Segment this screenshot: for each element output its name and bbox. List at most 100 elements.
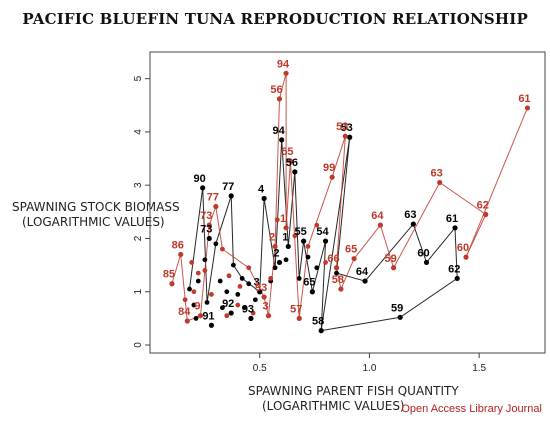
- series-1-labeled-point: [351, 256, 357, 262]
- series-0-labeled-point: [322, 238, 329, 244]
- series-1-point: [226, 273, 232, 279]
- series-1-point: [235, 302, 241, 308]
- series-0-labeled-point: [285, 243, 291, 250]
- series-0-labeled-point: [206, 235, 212, 242]
- point-label: 92: [222, 298, 234, 310]
- series-1-labeled-point: [296, 315, 302, 321]
- series-1-point: [314, 222, 320, 228]
- series-0-point: [314, 265, 320, 271]
- point-label: 59: [384, 253, 396, 265]
- point-label: 61: [518, 93, 530, 105]
- y-axis: 0 1 2 3 4 5: [133, 75, 150, 348]
- series-1-labeled-point: [184, 318, 190, 324]
- series-1-point: [191, 289, 197, 295]
- point-label: 55: [281, 146, 293, 158]
- series-0-point: [217, 278, 223, 284]
- point-label: 53: [341, 122, 353, 134]
- source-credit: Open Access Library Journal: [401, 403, 542, 415]
- series-1-point: [246, 265, 252, 271]
- plot-frame: [149, 51, 546, 354]
- series-1-point: [224, 313, 230, 319]
- point-label: 65: [303, 277, 315, 289]
- series-1-labeled-point: [213, 203, 219, 210]
- point-label: 64: [371, 210, 384, 222]
- point-label: 93: [242, 303, 254, 315]
- series-1-point: [182, 297, 188, 303]
- series-0-point: [195, 278, 201, 284]
- series-1-point: [250, 310, 256, 316]
- series-1-labeled-point: [206, 222, 212, 228]
- series-1-labeled-point: [437, 179, 443, 186]
- series-1-point: [209, 291, 214, 297]
- series-0-labeled-point: [347, 134, 353, 140]
- point-label: 3: [254, 277, 260, 289]
- series-0-point: [241, 305, 247, 311]
- x-tick-label: 1.5: [472, 363, 486, 374]
- series-1-labeled-point: [524, 105, 531, 111]
- x-axis-label-line1: SPAWNING PARENT FISH QUANTITY: [248, 384, 459, 398]
- point-label: 1: [280, 213, 286, 225]
- x-tick-label: 0.5: [253, 363, 267, 374]
- point-label: 58: [332, 274, 344, 286]
- point-label: 57: [290, 303, 302, 315]
- point-label: 66: [327, 253, 339, 265]
- series-0-point: [283, 257, 289, 263]
- series-0-labeled-point: [261, 195, 267, 202]
- series-0-labeled-point: [423, 259, 430, 266]
- point-label: 73: [200, 210, 212, 222]
- chart-title: PACIFIC BLUEFIN TUNA REPRODUCTION RELATI…: [22, 10, 528, 28]
- x-tick-label: 1.0: [362, 363, 376, 374]
- point-label: 62: [448, 263, 460, 275]
- series-1-line: [171, 73, 528, 322]
- point-label: 64: [356, 266, 369, 278]
- series-1-labeled-point: [483, 211, 489, 218]
- series-1-labeled-point: [276, 96, 283, 102]
- series-0-point: [239, 276, 245, 281]
- series-1-point: [220, 246, 225, 252]
- x-axis-label-line2: (LOGARITHMIC VALUES): [262, 399, 405, 413]
- series-1-labeled-point: [377, 222, 384, 228]
- point-label: 56: [270, 84, 282, 96]
- series-0-point: [213, 241, 219, 247]
- point-label: 61: [446, 213, 458, 225]
- series-1-point: [202, 268, 208, 273]
- series-0-point: [230, 262, 236, 268]
- y-tick-label: 4: [133, 129, 144, 135]
- series-0-point: [204, 299, 210, 305]
- y-axis-label-line2: (LOGARITHMIC VALUES): [22, 215, 165, 229]
- series-0-point: [235, 291, 241, 297]
- point-label: 59: [391, 302, 403, 314]
- point-label: 91: [202, 310, 214, 322]
- series-0-point: [193, 315, 199, 321]
- series-0-point: [252, 297, 258, 303]
- series-0-labeled-point: [309, 289, 315, 295]
- series-1-labeled-point: [463, 254, 469, 260]
- series-0-point: [305, 254, 311, 260]
- series-0-labeled-point: [276, 259, 283, 266]
- point-label: 2: [273, 247, 279, 259]
- series-0-point: [187, 286, 192, 292]
- point-label: 84: [178, 306, 191, 318]
- point-label: 94: [273, 125, 286, 137]
- series-1-labeled-point: [272, 243, 278, 250]
- series-0-labeled-point: [279, 137, 285, 143]
- series-1-labeled-point: [338, 286, 344, 292]
- point-label: 55: [294, 226, 306, 238]
- series-1-point: [305, 244, 311, 249]
- y-axis-label-line1: SPAWNING STOCK BIOMASS: [12, 200, 180, 214]
- point-label: 93: [255, 282, 267, 294]
- series-0-labeled-point: [292, 169, 298, 175]
- series-0-labeled-point: [301, 238, 307, 244]
- point-label: 77: [222, 181, 234, 193]
- point-label: 63: [404, 209, 416, 221]
- series-1-labeled-point: [287, 158, 294, 164]
- y-tick-label: 5: [133, 75, 144, 81]
- series-1-point: [268, 276, 274, 281]
- point-label: 2: [269, 231, 275, 243]
- y-tick-label: 2: [133, 235, 144, 241]
- point-label: 94: [277, 58, 290, 70]
- point-label: 90: [194, 173, 206, 185]
- series-1-point: [189, 260, 195, 265]
